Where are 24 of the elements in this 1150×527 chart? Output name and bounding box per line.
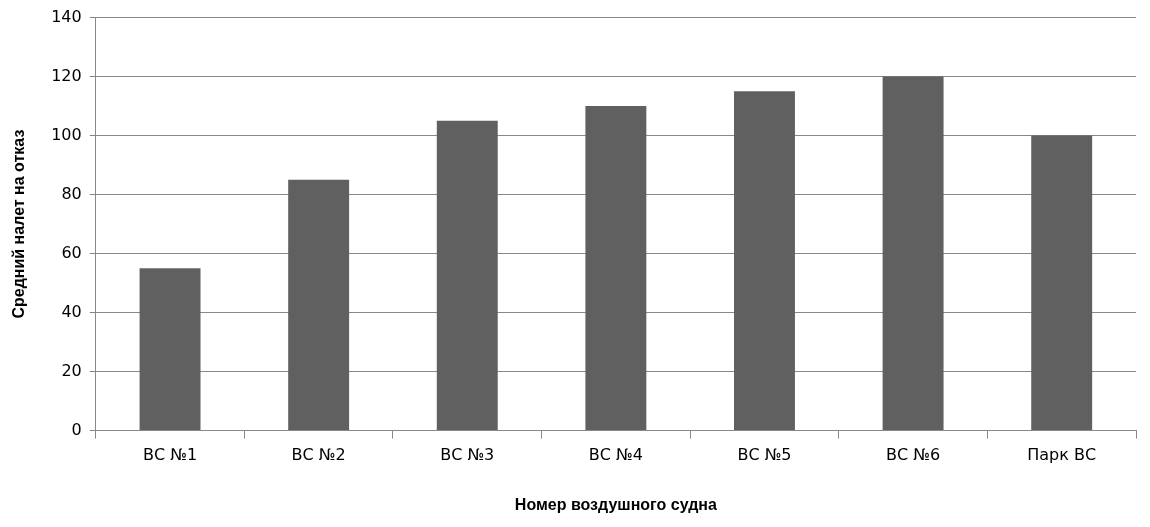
y-tick-label: 60 [61, 242, 82, 262]
bar [734, 91, 795, 431]
bar [288, 179, 350, 431]
x-tick-label: ВС №1 [143, 445, 198, 465]
x-tick-label: Парк ВС [1027, 445, 1097, 465]
y-tick-label: 20 [61, 360, 82, 380]
bar [436, 120, 498, 431]
x-tick-label: ВС №2 [291, 445, 346, 465]
y-tick-label: 0 [71, 419, 82, 439]
y-tick-label: 100 [51, 124, 82, 144]
bar [585, 106, 647, 431]
x-tick-label: ВС №6 [886, 445, 941, 465]
bar [139, 268, 201, 431]
y-axis-title: Средний налет на отказ [10, 129, 28, 319]
x-axis-title: Номер воздушного судна [514, 495, 717, 513]
x-tick-label: ВС №4 [588, 445, 643, 465]
y-tick-label: 80 [61, 183, 82, 203]
y-tick-label: 140 [51, 6, 82, 26]
bar [1031, 135, 1093, 431]
x-tick-label: ВС №5 [737, 445, 792, 465]
bar [882, 76, 944, 431]
y-tick-label: 120 [51, 65, 82, 85]
x-tick-label: ВС №3 [440, 445, 495, 465]
y-tick-label: 40 [61, 301, 82, 321]
